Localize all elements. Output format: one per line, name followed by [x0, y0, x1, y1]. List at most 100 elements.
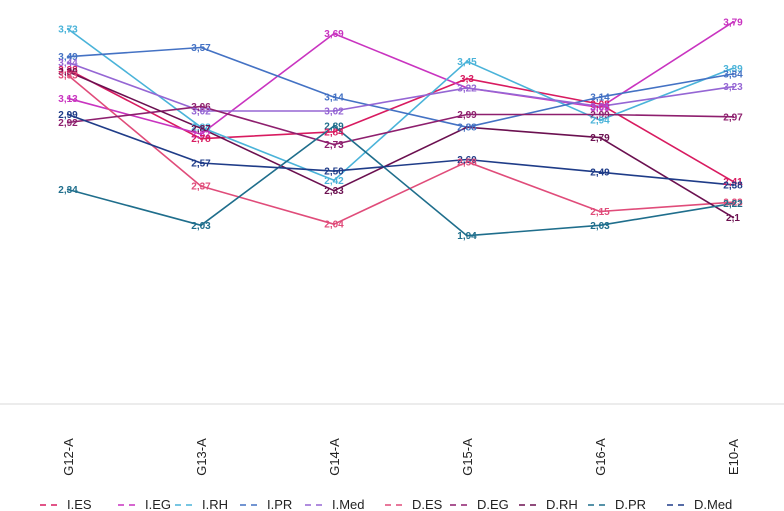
data-point-i-es-5 [731, 180, 735, 183]
data-point-d-rh-5 [731, 216, 735, 219]
data-label-i-es-1: 2,78 [191, 134, 211, 145]
data-point-i-eg-2 [332, 32, 336, 35]
data-label-d-es-0: 3,33 [58, 71, 78, 82]
data-label-i-es-4: 3,08 [590, 100, 610, 111]
legend-label-i-rh: I.RH [202, 497, 228, 511]
legend-item-i-med: I.Med [305, 497, 365, 511]
data-label-layer: 3,73 3,493,443,383,363,33 3,13 2,99 2,92 2,34… [58, 18, 743, 243]
series-line-d-med [67, 113, 734, 186]
data-label-d-rh-0: 3,36 [58, 67, 78, 78]
data-point-d-rh-4 [598, 136, 602, 139]
data-label-i-med-4: 3,06 [590, 102, 610, 113]
data-point-i-med-1 [199, 109, 203, 113]
data-label-i-pr-1: 3,57 [191, 43, 211, 54]
data-point-i-pr-2 [332, 95, 336, 99]
data-label-i-rh-2: 2,42 [324, 176, 344, 187]
series-line-i-pr [67, 46, 734, 128]
data-label-i-rh-4: 2,94 [590, 116, 610, 127]
data-label-d-pr-2: 2,89 [324, 122, 344, 133]
series-line-i-rh [67, 28, 734, 182]
series-layer [66, 20, 735, 237]
data-label-i-pr-0: 3,49 [58, 52, 78, 63]
legend-item-d-med: D.Med [667, 497, 732, 511]
data-point-i-es-2 [332, 130, 336, 133]
data-point-d-rh-0 [66, 70, 70, 73]
x-tick-label-g15-a: G15-A [460, 438, 475, 476]
data-label-d-es-1: 2,37 [191, 182, 211, 193]
data-point-d-med-2 [332, 169, 336, 173]
data-label-i-eg-4: 3,05 [590, 103, 610, 114]
data-point-d-med-4 [598, 171, 602, 174]
data-label-i-es-3: 3,3 [460, 74, 474, 85]
data-point-i-med-3 [465, 86, 469, 90]
data-point-d-pr-0 [66, 188, 70, 191]
data-point-d-rh-3 [465, 126, 469, 129]
data-point-d-eg-2 [332, 143, 336, 146]
data-point-i-med-0 [66, 61, 70, 64]
data-label-i-rh-0: 3,73 [58, 25, 78, 36]
data-label-d-es-2: 2,04 [324, 220, 344, 231]
data-point-i-eg-1 [199, 132, 203, 136]
series-line-i-eg [67, 21, 734, 135]
data-point-i-es-1 [199, 137, 203, 140]
data-label-i-es-5: 2,41 [723, 177, 743, 188]
data-point-d-es-4 [598, 210, 602, 213]
data-label-d-pr-4: 2,03 [590, 221, 610, 232]
data-point-i-rh-4 [598, 119, 602, 122]
data-label-i-es-2: 2,84 [324, 127, 344, 138]
data-point-d-es-2 [332, 223, 336, 226]
data-label-d-rh-2: 2,33 [324, 186, 344, 197]
legend-label-i-med: I.Med [332, 497, 365, 511]
legend-label-d-rh: D.RH [546, 497, 578, 511]
data-label-d-eg-5: 2,97 [723, 112, 743, 123]
data-label-i-pr-3: 2,88 [457, 123, 477, 134]
data-point-i-pr-5 [731, 72, 735, 76]
data-label-i-rh-3: 3,45 [457, 57, 477, 68]
data-label-d-eg-2: 2,73 [324, 140, 344, 151]
data-label-d-eg-0: 2,92 [58, 118, 78, 129]
data-label-i-eg-5: 3,79 [723, 18, 743, 29]
legend: I.ES I.EG I.RH I.PR I.Med D.ES D.EG D.RH D.PR D.M… [40, 497, 732, 511]
data-label-d-eg-4: 2,99 [590, 110, 610, 121]
data-label-d-pr-0: 2,34 [58, 185, 78, 196]
legend-label-i-pr: I.PR [267, 497, 292, 511]
data-label-d-es-3: 2,58 [457, 157, 477, 168]
legend-item-i-rh: I.RH [175, 497, 228, 511]
legend-label-d-med: D.Med [694, 497, 732, 511]
series-line-i-med [67, 61, 734, 112]
data-label-d-med-3: 2,60 [457, 155, 477, 166]
data-point-d-es-0 [66, 74, 70, 77]
data-label-i-med-5: 3,23 [723, 82, 743, 93]
data-label-i-med-0: 3,44 [58, 58, 78, 69]
legend-item-d-pr: D.PR [588, 497, 646, 511]
data-point-i-es-4 [598, 102, 602, 106]
data-point-d-med-5 [731, 183, 735, 187]
x-tick-layer: G12-A G13-A G14-A G15-A G16-A E10-A [61, 438, 741, 476]
data-label-i-rh-5: 3,39 [723, 64, 743, 75]
legend-label-d-eg: D.EG [477, 497, 509, 511]
data-label-d-rh-1: 2,87 [191, 124, 211, 135]
x-tick-label-g16-a: G16-A [593, 438, 608, 476]
data-point-d-rh-1 [199, 127, 203, 130]
data-point-d-pr-2 [332, 124, 336, 128]
data-point-d-eg-1 [199, 105, 203, 108]
data-label-i-med-3: 3,22 [457, 83, 477, 94]
x-tick-label-g14-a: G14-A [327, 438, 342, 476]
legend-item-d-es: D.ES [385, 497, 443, 511]
data-label-i-pr-5: 3,34 [723, 70, 743, 81]
data-label-i-es-0: 3,38 [58, 65, 78, 76]
data-label-i-eg-0: 3,13 [58, 94, 78, 105]
data-label-d-med-2: 2,50 [324, 167, 344, 178]
data-point-i-rh-2 [332, 179, 336, 182]
data-point-d-med-0 [66, 113, 70, 116]
data-point-i-rh-5 [731, 67, 735, 70]
data-point-d-pr-3 [465, 234, 469, 237]
data-label-i-eg-1: 2,82 [191, 130, 211, 141]
data-label-i-pr-4: 3,14 [590, 93, 610, 104]
legend-label-d-pr: D.PR [615, 497, 646, 511]
data-point-d-es-1 [199, 184, 203, 188]
legend-item-d-rh: D.RH [519, 497, 578, 511]
data-point-d-pr-5 [731, 202, 735, 205]
